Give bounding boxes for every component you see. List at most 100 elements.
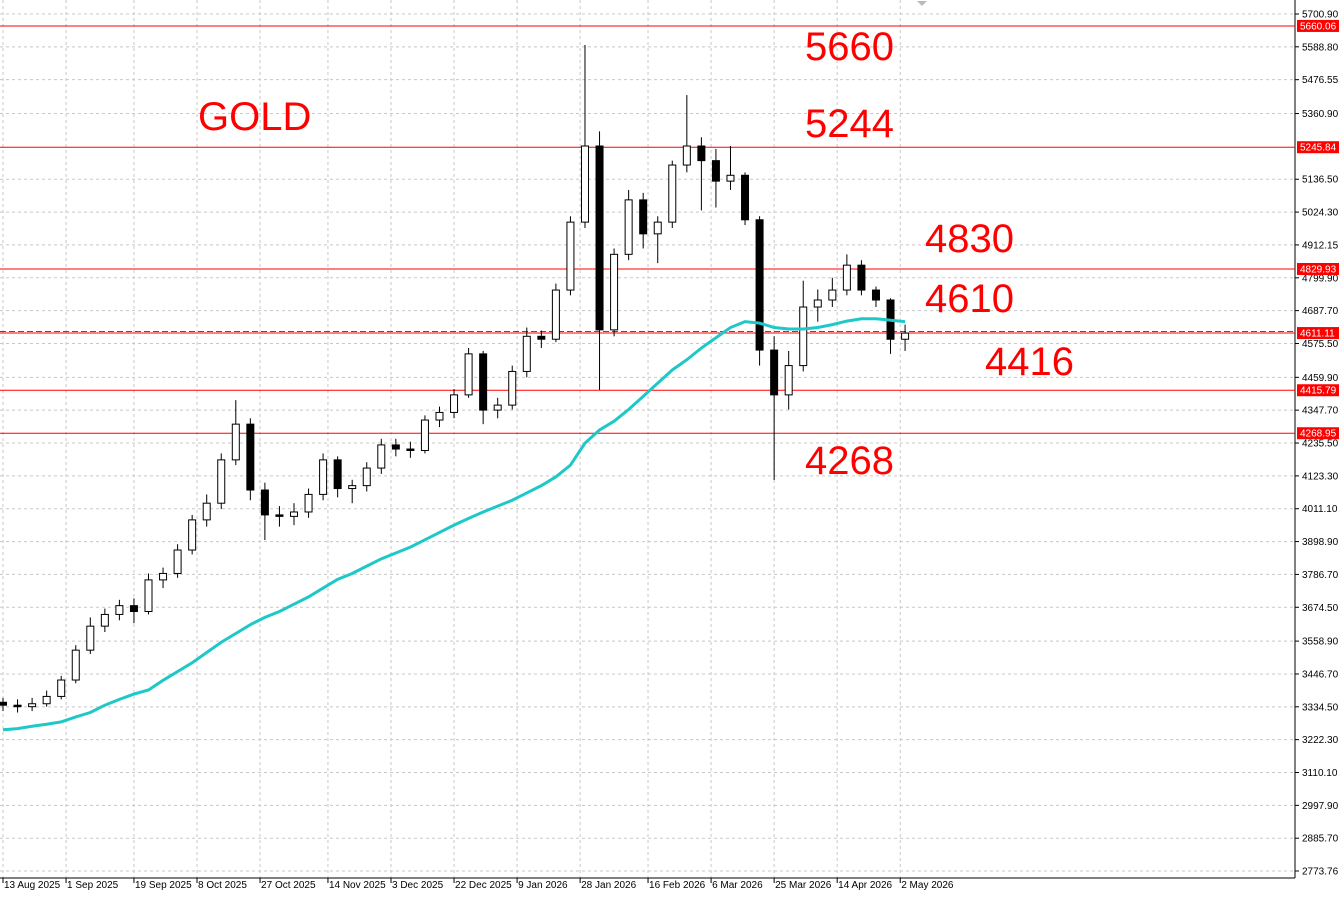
candle-body — [231, 423, 240, 461]
candle-body — [144, 579, 153, 613]
candle-body — [275, 514, 284, 517]
y-tick-label: 4912.15 — [1302, 240, 1339, 251]
candle-body — [610, 253, 619, 331]
candle-body — [813, 299, 822, 308]
level-tag — [1297, 19, 1339, 32]
x-tick-label: 19 Sep 2025 — [135, 880, 192, 891]
candle-body — [159, 572, 168, 581]
candle-body — [639, 199, 648, 235]
y-tick-label: 2997.90 — [1302, 801, 1339, 812]
y-tick-label: 3786.70 — [1302, 570, 1339, 581]
candle-body — [304, 493, 313, 513]
candle-body — [624, 199, 633, 255]
x-tick-label: 2 May 2026 — [901, 880, 954, 891]
moving-average — [2, 317, 906, 732]
x-tick-label: 6 Mar 2026 — [712, 880, 763, 891]
candle-body — [726, 174, 735, 182]
candle-body — [57, 679, 66, 697]
level-label: 5245.84 — [1300, 143, 1337, 154]
x-tick-label: 1 Sep 2025 — [67, 880, 119, 891]
candle-body — [493, 404, 502, 411]
level-label: 4829.93 — [1300, 264, 1337, 275]
x-tick-label: 16 Feb 2026 — [649, 880, 706, 891]
x-tick-label: 14 Nov 2025 — [329, 880, 386, 891]
y-tick-label: 3446.70 — [1302, 669, 1339, 680]
y-tick-label: 3674.50 — [1302, 603, 1339, 614]
x-tick-label: 3 Dec 2025 — [392, 880, 444, 891]
shift-marker — [917, 1, 927, 6]
y-tick-label: 5476.55 — [1302, 75, 1339, 86]
candle-body — [435, 411, 444, 421]
candle-body — [857, 264, 866, 291]
level-tag — [1297, 141, 1339, 154]
x-tick-label: 25 Mar 2026 — [775, 880, 832, 891]
candle-body — [711, 160, 720, 182]
candle-body — [42, 695, 51, 705]
level-label: 4611.11 — [1300, 329, 1335, 340]
candle-body — [406, 448, 415, 451]
candle-body — [260, 489, 269, 516]
x-tick-label: 27 Oct 2025 — [261, 880, 316, 891]
candle-body — [333, 459, 342, 490]
y-tick-label: 4687.70 — [1302, 306, 1339, 317]
candle-body — [450, 394, 459, 413]
y-tick-label: 5700.90 — [1302, 9, 1339, 20]
y-tick-label: 5024.30 — [1302, 208, 1339, 219]
candle-body — [755, 219, 764, 351]
annotation: 5660 — [805, 25, 894, 69]
x-tick-label: 14 Apr 2026 — [838, 880, 892, 891]
candle-body — [115, 605, 124, 615]
x-tick-label: 22 Dec 2025 — [455, 880, 512, 891]
y-tick-label: 4799.90 — [1302, 273, 1339, 284]
candle-body — [246, 423, 255, 491]
candle-body — [828, 289, 837, 301]
candle-body — [871, 289, 880, 301]
y-tick-label: 4235.50 — [1302, 439, 1339, 450]
candle-body — [522, 335, 531, 372]
y-tick-label: 4459.90 — [1302, 373, 1339, 384]
y-tick-label: 3334.50 — [1302, 702, 1339, 713]
annotation: 4416 — [985, 340, 1074, 384]
candle-body — [551, 289, 560, 340]
y-tick-label: 3222.30 — [1302, 735, 1339, 746]
candle-body — [391, 444, 400, 450]
candle-body — [202, 502, 211, 521]
candle-body — [28, 703, 37, 708]
candle-body — [13, 704, 22, 708]
y-tick-label: 4011.10 — [1302, 504, 1338, 515]
candle-body — [129, 605, 138, 613]
y-tick-label: 4347.70 — [1302, 406, 1339, 417]
level-tag — [1297, 327, 1339, 340]
level-tag — [1297, 262, 1339, 275]
annotation: 4268 — [805, 439, 894, 483]
candle-body — [595, 145, 604, 331]
candle-body — [420, 419, 429, 451]
candle-body — [901, 332, 910, 340]
candle-body — [71, 649, 80, 681]
y-tick-label: 2885.70 — [1302, 834, 1339, 845]
candle-body — [653, 221, 662, 235]
candle-body — [770, 349, 779, 396]
y-tick-label: 5136.50 — [1302, 175, 1339, 186]
y-tick-label: 3558.90 — [1302, 637, 1339, 648]
level-label: 4415.79 — [1300, 386, 1337, 397]
candle-body — [537, 335, 546, 340]
candle-body — [799, 306, 808, 367]
candle-body — [580, 145, 589, 223]
candle-body — [319, 459, 328, 495]
y-tick-label: 5588.80 — [1302, 42, 1339, 53]
candle-body — [188, 519, 197, 551]
annotation: 5244 — [805, 102, 894, 146]
candle-body — [508, 370, 517, 406]
level-tag — [1297, 384, 1339, 397]
candle-body — [464, 353, 473, 396]
x-tick-label: 9 Jan 2026 — [518, 880, 568, 891]
level-label: 5660.06 — [1300, 21, 1337, 32]
candle-body — [289, 511, 298, 517]
candle-body — [348, 485, 357, 490]
candle-body — [377, 444, 386, 469]
candle-body — [668, 164, 677, 223]
level-label: 4268.95 — [1300, 429, 1337, 440]
candle-body — [479, 353, 488, 411]
